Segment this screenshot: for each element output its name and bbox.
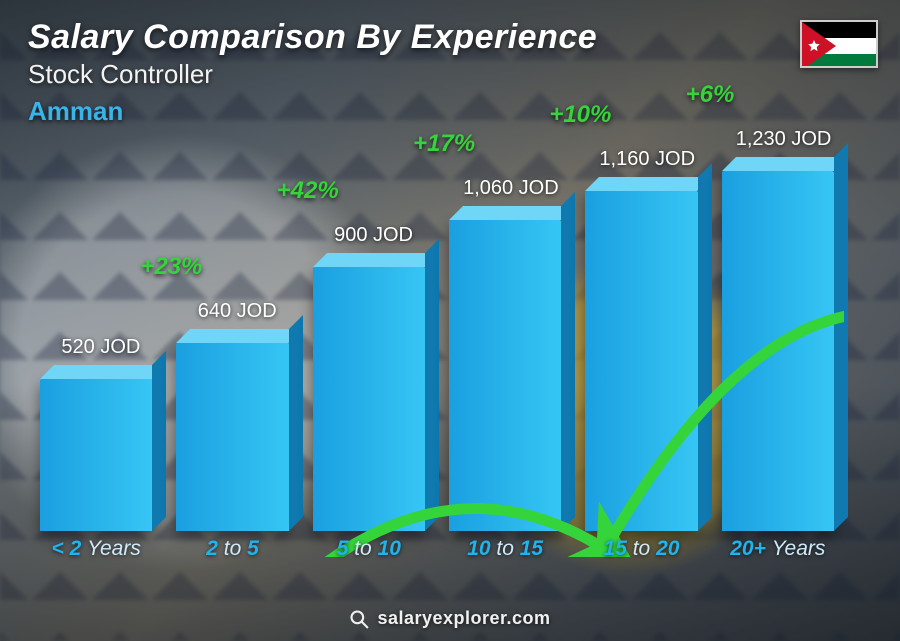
delta-label: +23%: [140, 253, 202, 281]
bar-chart: 520 JOD640 JOD900 JOD1,060 JOD1,160 JOD1…: [30, 150, 844, 571]
bar-top-face: [313, 253, 439, 267]
chart-subtitle: Stock Controller: [28, 59, 800, 90]
bar-value-label: 1,160 JOD: [599, 148, 695, 171]
bar-slot: 900 JOD: [313, 150, 425, 531]
bar-side-face: [561, 192, 575, 531]
chart-title: Salary Comparison By Experience: [28, 18, 800, 57]
bar-side-face: [152, 351, 166, 531]
bar-top-face: [40, 365, 166, 379]
bar: 900 JOD: [313, 267, 425, 531]
bar: 1,160 JOD: [585, 191, 697, 531]
bar-top-face: [585, 177, 711, 191]
bar-value-label: 900 JOD: [334, 224, 413, 247]
bar-slot: 1,230 JOD: [722, 150, 834, 531]
chart-stage: Salary Comparison By Experience Stock Co…: [0, 0, 900, 641]
delta-label: +42%: [277, 177, 339, 205]
bar-slot: 640 JOD: [176, 150, 288, 531]
category-label: 5 to 10: [313, 531, 425, 571]
footer: salaryexplorer.com: [0, 608, 900, 629]
delta-label: +17%: [413, 130, 475, 158]
bar-value-label: 1,060 JOD: [463, 177, 559, 200]
bars-container: 520 JOD640 JOD900 JOD1,060 JOD1,160 JOD1…: [30, 150, 844, 531]
bar-top-face: [722, 157, 848, 171]
magnifier-icon: [349, 609, 369, 629]
bar-slot: 520 JOD: [40, 150, 152, 531]
bar-side-face: [834, 143, 848, 531]
category-label: 20+ Years: [722, 531, 834, 571]
category-label: 15 to 20: [585, 531, 697, 571]
delta-label: +10%: [549, 101, 611, 129]
category-labels-row: < 2 Years 2 to 5 5 to 10 10 to 15 15 to 20 20…: [30, 531, 844, 571]
delta-label: +6%: [686, 81, 735, 109]
bar-value-label: 1,230 JOD: [736, 128, 832, 151]
footer-site: salaryexplorer.com: [377, 608, 550, 629]
country-flag-jordan: [800, 20, 878, 68]
bar-value-label: 520 JOD: [61, 336, 140, 359]
bar: 640 JOD: [176, 343, 288, 531]
bar: 1,060 JOD: [449, 220, 561, 531]
category-label: 10 to 15: [449, 531, 561, 571]
bar-top-face: [449, 206, 575, 220]
bar: 520 JOD: [40, 379, 152, 531]
bar-side-face: [698, 163, 712, 531]
category-label: 2 to 5: [176, 531, 288, 571]
category-label: < 2 Years: [40, 531, 152, 571]
bar-side-face: [425, 239, 439, 531]
bar-top-face: [176, 329, 302, 343]
flag-svg: [802, 22, 878, 68]
bar-side-face: [289, 315, 303, 531]
chart-location: Amman: [28, 96, 800, 127]
bar-slot: 1,160 JOD: [585, 150, 697, 531]
bar-value-label: 640 JOD: [198, 300, 277, 323]
bar-slot: 1,060 JOD: [449, 150, 561, 531]
bar: 1,230 JOD: [722, 171, 834, 531]
header: Salary Comparison By Experience Stock Co…: [28, 18, 800, 127]
